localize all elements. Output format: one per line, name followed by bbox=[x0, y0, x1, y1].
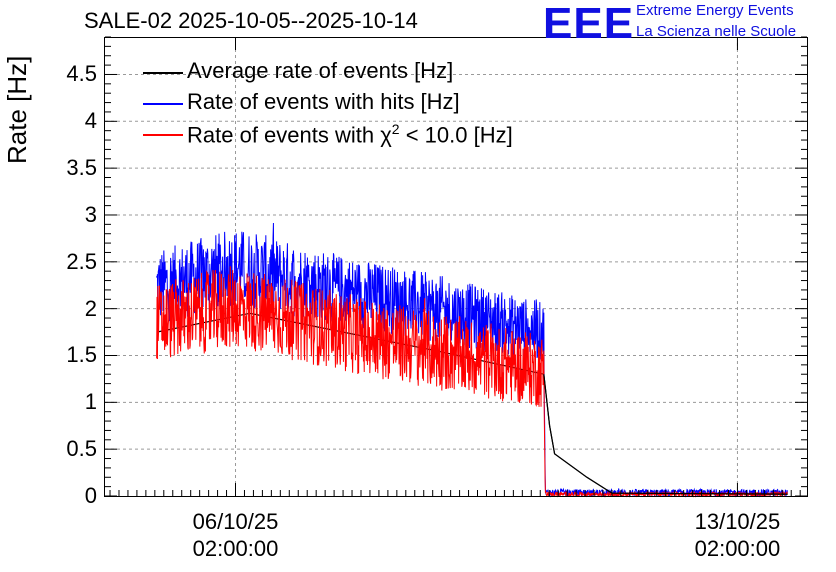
x-tick-date: 06/10/25 bbox=[192, 509, 279, 534]
logo-subtitle-1: Extreme Energy Events bbox=[636, 2, 794, 19]
y-tick-label: 4 bbox=[84, 108, 97, 134]
x-tick-time: 02:00:00 bbox=[694, 536, 781, 561]
chart-title: SALE-02 2025-10-05--2025-10-14 bbox=[84, 8, 418, 33]
legend-item-average: Average rate of events [Hz] bbox=[187, 58, 454, 83]
series-0-tail bbox=[543, 374, 788, 495]
y-axis-label: Rate [Hz] bbox=[2, 55, 32, 164]
eee-logo: EEE bbox=[543, 0, 635, 48]
y-tick-label: 1.5 bbox=[66, 342, 97, 368]
y-tick-label: 3.5 bbox=[66, 155, 97, 181]
x-tick-label: 13/10/25 02:00:00 bbox=[667, 508, 807, 562]
legend-chi2-prefix: Rate of events with bbox=[187, 122, 381, 148]
x-tick-label: 06/10/25 02:00:00 bbox=[166, 508, 306, 562]
legend-chi-superscript: 2 bbox=[391, 121, 400, 137]
logo-subtitle-2: La Scienza nelle Scuole bbox=[636, 23, 797, 40]
plot-frame bbox=[104, 37, 808, 497]
axis-ticks bbox=[105, 36, 807, 497]
legend-chi2-suffix: < 10.0 [Hz] bbox=[399, 122, 513, 148]
y-tick-label: 3 bbox=[84, 201, 97, 227]
legend-swatch-chi2 bbox=[143, 134, 183, 136]
x-tick-time: 02:00:00 bbox=[192, 536, 279, 561]
legend-item-hits: Rate of events with hits [Hz] bbox=[187, 89, 460, 114]
legend-swatch-hits bbox=[143, 103, 183, 105]
series-layer bbox=[156, 223, 788, 498]
legend-item-chi2: Rate of events with χ2 < 10.0 [Hz] bbox=[187, 121, 513, 148]
y-tick-label: 4.5 bbox=[66, 61, 97, 87]
y-tick-label: 1 bbox=[84, 389, 97, 415]
y-tick-label: 2 bbox=[84, 295, 97, 321]
series-0-line bbox=[156, 312, 788, 495]
x-tick-date: 13/10/25 bbox=[694, 509, 781, 534]
legend-swatch-average bbox=[143, 72, 183, 74]
y-tick-label: 0 bbox=[84, 483, 97, 508]
y-tick-label: 0.5 bbox=[66, 436, 97, 462]
y-tick-label: 2.5 bbox=[66, 248, 97, 274]
legend-chi-symbol: χ bbox=[380, 122, 392, 148]
series-2-line bbox=[156, 266, 788, 498]
